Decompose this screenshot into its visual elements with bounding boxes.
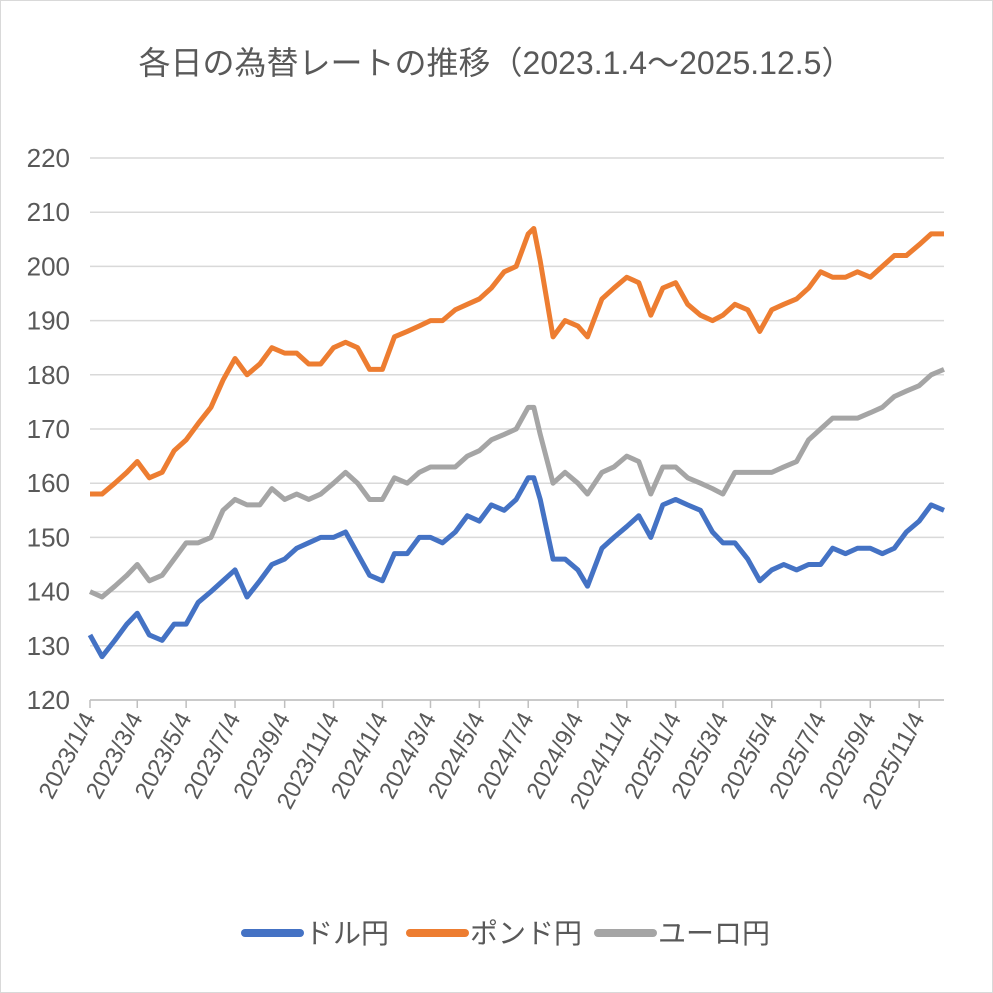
chart-title: 各日の為替レートの推移（2023.1.4～2025.12.5）	[139, 45, 854, 81]
y-tick-label: 130	[27, 631, 70, 661]
y-tick-label: 190	[27, 306, 70, 336]
y-tick-label: 200	[27, 251, 70, 281]
y-tick-label: 170	[27, 414, 70, 444]
legend-label: ユーロ円	[658, 918, 770, 949]
series-line	[90, 225, 944, 497]
legend-label: ドル円	[305, 918, 389, 949]
y-tick-label: 160	[27, 468, 70, 498]
series-line	[88, 367, 945, 600]
y-tick-label: 210	[27, 197, 70, 227]
series-line	[87, 475, 945, 660]
y-tick-label: 150	[27, 522, 70, 552]
y-tick-label: 180	[27, 360, 70, 390]
y-tick-label: 220	[27, 143, 70, 173]
legend-label: ポンド円	[470, 918, 582, 949]
y-tick-label: 140	[27, 577, 70, 607]
y-tick-label: 120	[27, 685, 70, 715]
